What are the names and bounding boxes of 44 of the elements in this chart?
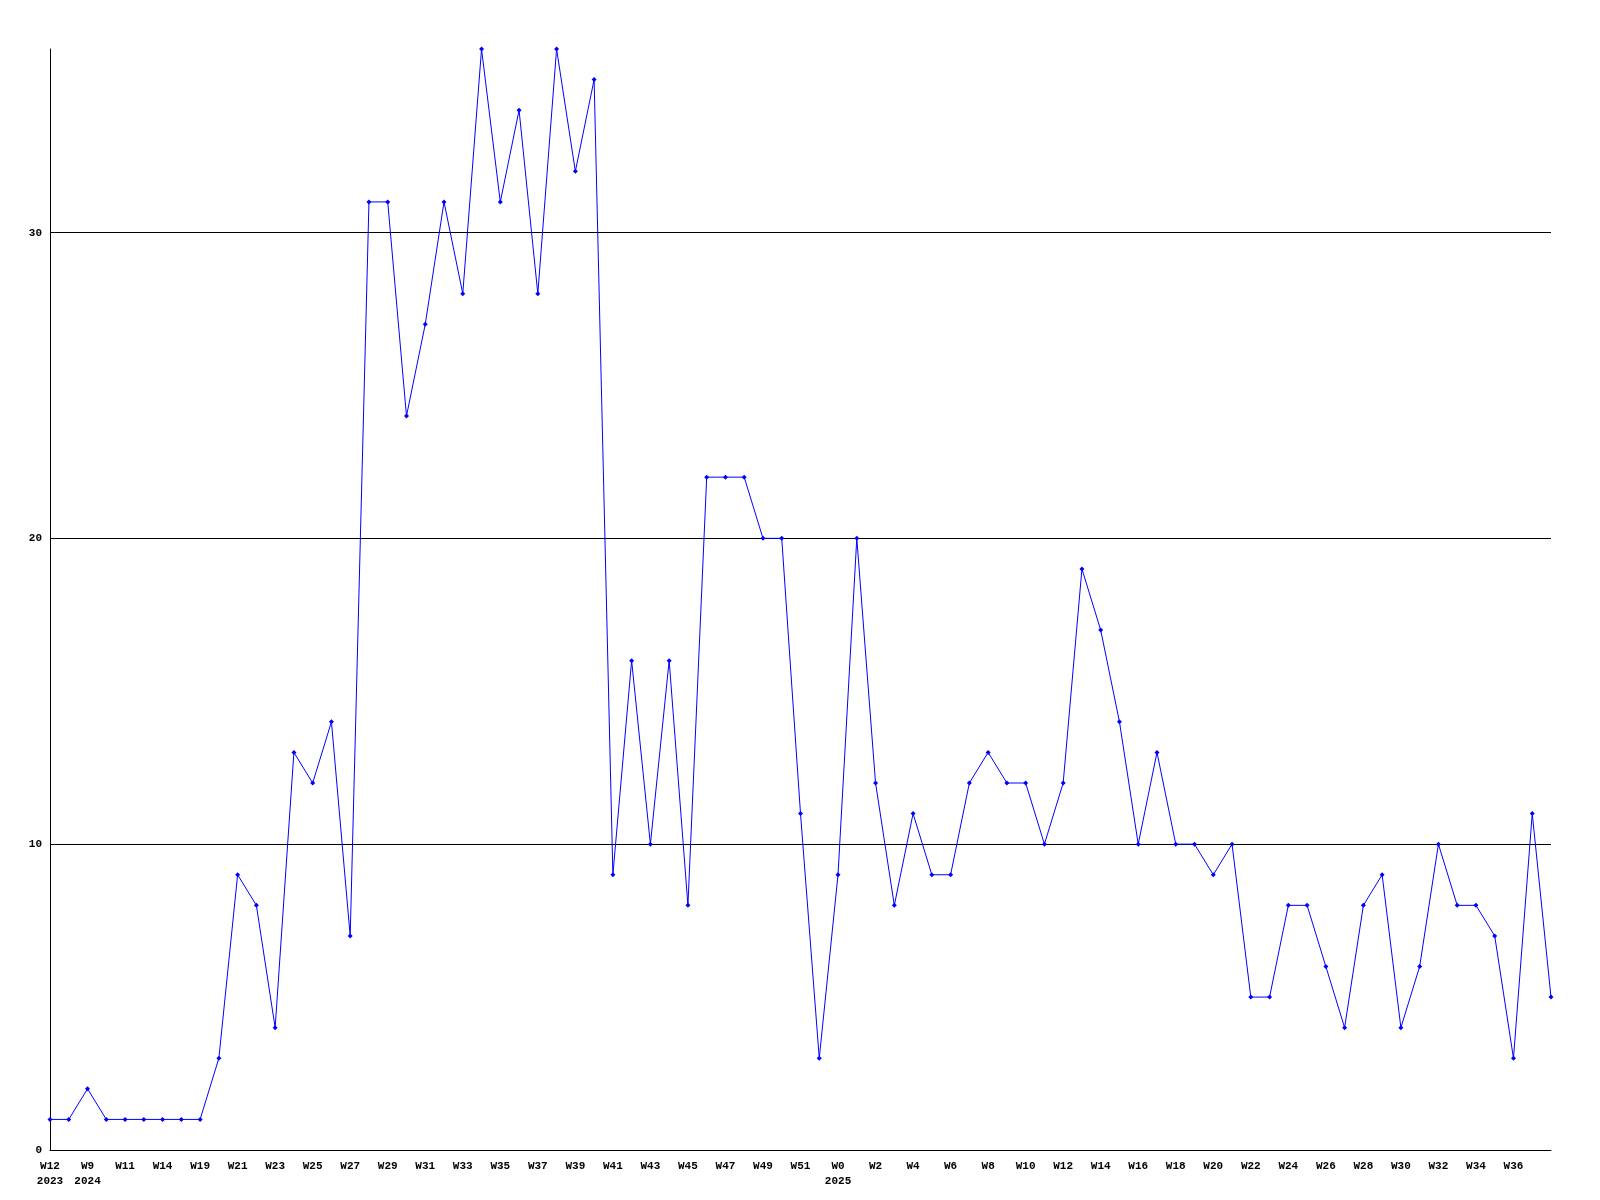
x-tick-label: W14 — [1090, 1159, 1111, 1172]
x-tick-label: W21 — [227, 1159, 248, 1172]
x-tick-label: W20 — [1203, 1159, 1224, 1172]
x-tick-label: W0 2025 — [824, 1159, 852, 1187]
x-tick-label: W14 — [152, 1159, 173, 1172]
x-tick-label: W51 — [790, 1159, 811, 1172]
x-tick-label: W11 — [115, 1159, 136, 1172]
x-tick-label: W16 — [1128, 1159, 1149, 1172]
x-tick-label: W47 — [715, 1159, 736, 1172]
x-tick-label: W4 — [906, 1159, 921, 1172]
x-tick-label: W37 — [527, 1159, 548, 1172]
x-tick-label: W32 — [1428, 1159, 1449, 1172]
x-tick-label: W6 — [944, 1159, 958, 1172]
y-tick-label: 20 — [28, 532, 42, 545]
x-tick-label: W36 — [1503, 1159, 1524, 1172]
y-tick-label: 0 — [35, 1144, 42, 1156]
x-tick-label: W30 — [1390, 1159, 1411, 1172]
x-tick-label: W27 — [340, 1159, 361, 1172]
x-tick-label: W19 — [190, 1159, 211, 1172]
x-tick-label: W41 — [602, 1159, 624, 1172]
x-tick-label: W10 — [1015, 1159, 1036, 1172]
x-tick-label: W35 — [490, 1159, 511, 1172]
x-tick-label: W34 — [1466, 1159, 1487, 1172]
x-tick-label: W25 — [302, 1159, 323, 1172]
x-tick-label: W24 — [1278, 1159, 1299, 1172]
x-tick-label: W22 — [1240, 1159, 1261, 1172]
x-tick-label: W43 — [640, 1159, 661, 1172]
x-tick-label: W12 — [1053, 1159, 1074, 1172]
x-tick-label: W12 2023 — [36, 1159, 64, 1187]
y-tick-label: 30 — [28, 226, 42, 239]
x-tick-label: W8 — [981, 1159, 996, 1172]
x-tick-label: W29 — [377, 1159, 398, 1172]
x-tick-label: W23 — [265, 1159, 286, 1172]
x-tick-label: W18 — [1165, 1159, 1187, 1172]
x-tick-label: W39 — [565, 1159, 586, 1172]
x-tick-label: W31 — [415, 1159, 436, 1172]
x-tick-label: W28 — [1353, 1159, 1374, 1172]
x-tick-label: W45 — [678, 1159, 699, 1172]
x-tick-label: W2 — [868, 1159, 883, 1172]
x-tick-label: W26 — [1315, 1159, 1336, 1172]
x-tick-label: W9 2024 — [74, 1159, 102, 1187]
y-tick-label: 10 — [28, 838, 42, 851]
x-tick-label: W33 — [452, 1159, 474, 1172]
x-tick-label: W49 — [753, 1159, 773, 1172]
